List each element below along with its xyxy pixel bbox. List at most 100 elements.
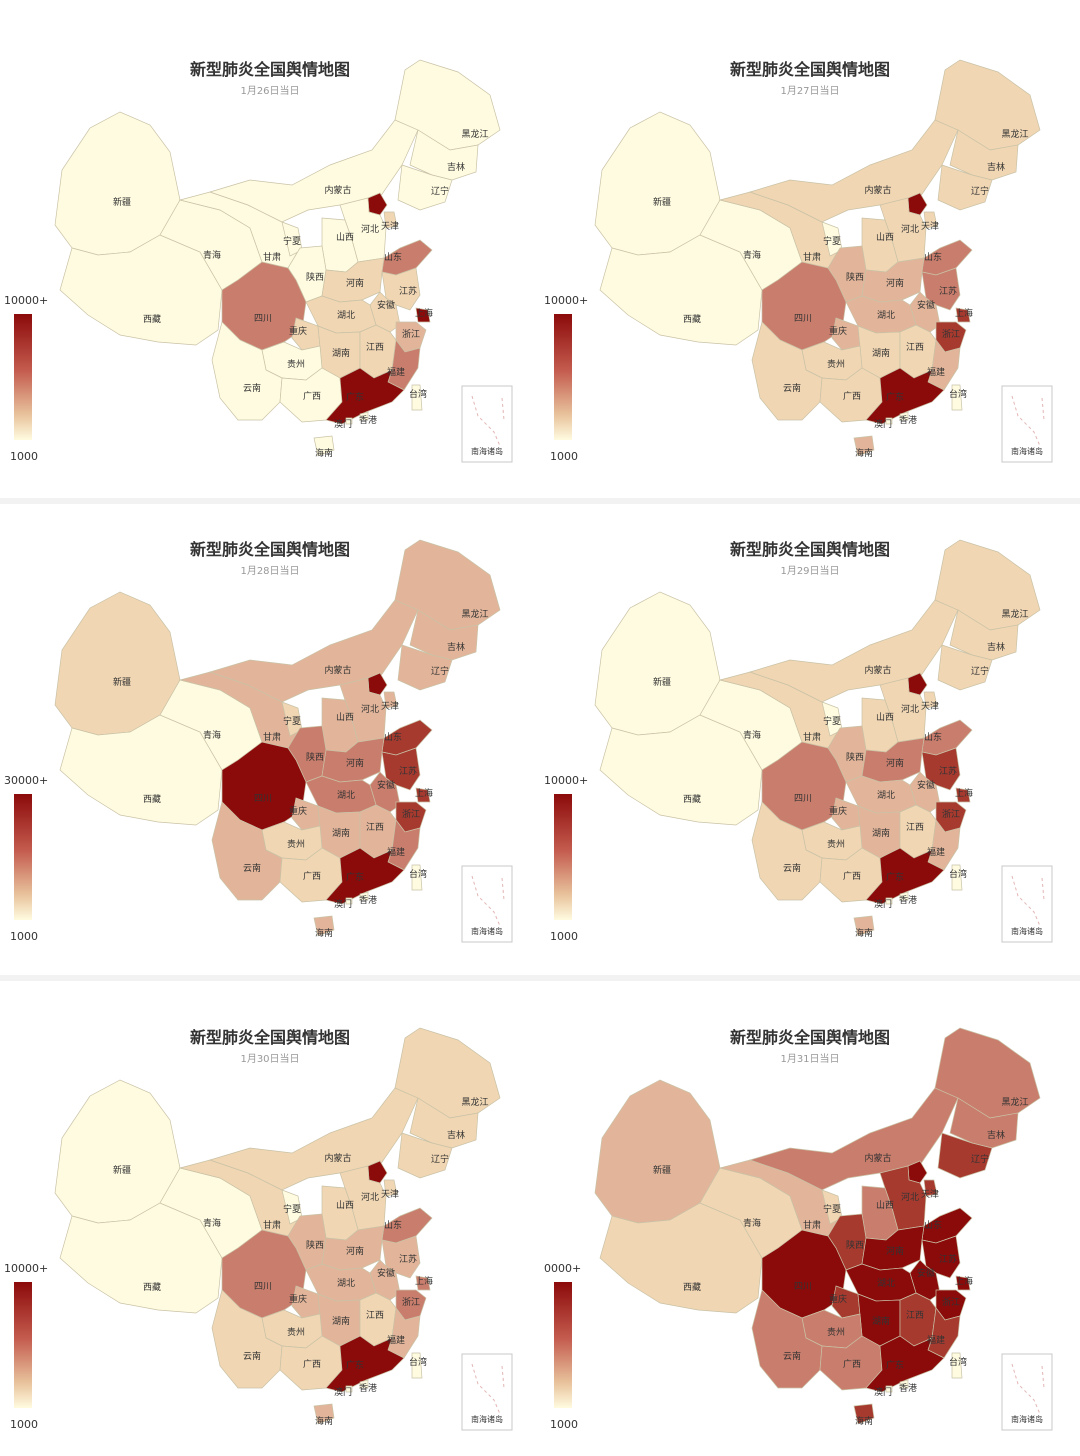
province-广东[interactable] — [325, 367, 405, 425]
province-label: 广东 — [346, 871, 364, 883]
province-西藏[interactable] — [599, 1202, 763, 1314]
province-香港[interactable] — [899, 891, 909, 901]
legend-max-label: 10000+ — [544, 294, 589, 307]
province-上海[interactable] — [415, 787, 431, 803]
province-广东[interactable] — [865, 367, 945, 425]
province-台湾[interactable] — [411, 384, 423, 411]
province-上海[interactable] — [955, 1275, 971, 1291]
province-label: 台湾 — [409, 868, 427, 880]
province-天津[interactable] — [923, 211, 938, 229]
legend-min-label: 1000 — [550, 930, 578, 943]
province-label: 江西 — [906, 342, 924, 353]
province-label: 陕西 — [306, 751, 324, 763]
province-西藏[interactable] — [599, 234, 763, 346]
province-台湾[interactable] — [411, 1352, 423, 1379]
province-海南[interactable] — [853, 915, 875, 937]
province-label: 海南 — [315, 927, 333, 939]
province-label: 广东 — [886, 391, 904, 403]
province-台湾[interactable] — [951, 864, 963, 891]
province-label: 浙江 — [402, 328, 420, 340]
province-label: 西藏 — [683, 793, 701, 805]
province-上海[interactable] — [955, 787, 971, 803]
province-广东[interactable] — [325, 1335, 405, 1393]
legend-color-bar — [14, 314, 32, 440]
province-海南[interactable] — [313, 1403, 335, 1425]
province-上海[interactable] — [415, 1275, 431, 1291]
province-天津[interactable] — [923, 691, 938, 709]
province-澳门[interactable] — [885, 897, 893, 905]
province-label: 甘肃 — [803, 731, 821, 743]
province-上海[interactable] — [955, 307, 971, 323]
province-香港[interactable] — [359, 411, 369, 421]
province-天津[interactable] — [383, 691, 398, 709]
province-内蒙古[interactable] — [208, 88, 419, 223]
province-辽宁[interactable] — [937, 644, 993, 691]
map-title: 新型肺炎全国舆情地图 — [189, 1028, 350, 1047]
province-澳门[interactable] — [345, 417, 353, 425]
province-香港[interactable] — [899, 411, 909, 421]
province-台湾[interactable] — [951, 1352, 963, 1379]
province-广东[interactable] — [865, 847, 945, 905]
province-香港[interactable] — [359, 891, 369, 901]
province-吉林[interactable] — [409, 1097, 479, 1149]
province-label: 福建 — [387, 1334, 405, 1346]
province-香港[interactable] — [899, 1379, 909, 1389]
legend-min-label: 1000 — [10, 930, 38, 943]
province-上海[interactable] — [415, 307, 431, 323]
province-label: 河北 — [901, 703, 919, 715]
province-内蒙古[interactable] — [748, 1056, 959, 1191]
province-西藏[interactable] — [599, 714, 763, 826]
province-内蒙古[interactable] — [748, 88, 959, 223]
province-西藏[interactable] — [59, 714, 223, 826]
province-label: 云南 — [783, 1350, 801, 1362]
province-天津[interactable] — [923, 1179, 938, 1197]
province-label: 甘肃 — [263, 731, 281, 743]
legend-min-label: 1000 — [10, 450, 38, 463]
province-吉林[interactable] — [949, 1097, 1019, 1149]
province-内蒙古[interactable] — [748, 568, 959, 703]
province-澳门[interactable] — [885, 1385, 893, 1393]
province-label: 宁夏 — [283, 1203, 301, 1215]
province-香港[interactable] — [359, 1379, 369, 1389]
province-label: 西藏 — [683, 313, 701, 325]
province-海南[interactable] — [853, 435, 875, 457]
province-吉林[interactable] — [949, 609, 1019, 661]
province-广东[interactable] — [325, 847, 405, 905]
province-label: 天津 — [921, 221, 939, 232]
province-辽宁[interactable] — [937, 164, 993, 211]
province-label: 吉林 — [447, 161, 465, 173]
province-label: 河北 — [361, 1191, 379, 1203]
province-海南[interactable] — [313, 915, 335, 937]
province-辽宁[interactable] — [937, 1132, 993, 1179]
province-label: 山东 — [384, 251, 402, 263]
province-天津[interactable] — [383, 1179, 398, 1197]
province-label: 河南 — [886, 757, 904, 769]
province-吉林[interactable] — [409, 609, 479, 661]
province-辽宁[interactable] — [397, 1132, 453, 1179]
province-澳门[interactable] — [345, 897, 353, 905]
province-label: 广东 — [886, 871, 904, 883]
province-label: 福建 — [927, 366, 945, 378]
province-西藏[interactable] — [59, 1202, 223, 1314]
province-澳门[interactable] — [345, 1385, 353, 1393]
province-台湾[interactable] — [411, 864, 423, 891]
province-吉林[interactable] — [409, 129, 479, 181]
province-label: 云南 — [243, 1350, 261, 1362]
province-澳门[interactable] — [885, 417, 893, 425]
province-label: 澳门 — [874, 898, 892, 910]
province-label: 重庆 — [289, 325, 307, 337]
province-西藏[interactable] — [59, 234, 223, 346]
province-天津[interactable] — [383, 211, 398, 229]
province-内蒙古[interactable] — [208, 568, 419, 703]
province-辽宁[interactable] — [397, 644, 453, 691]
province-吉林[interactable] — [949, 129, 1019, 181]
province-label: 江西 — [906, 822, 924, 833]
map-panel: 新型肺炎全国舆情地图 1月31日当日 新疆 青海 甘肃 宁夏 西藏 内蒙古 黑龙江 吉林 辽宁 河北天… — [540, 1016, 1080, 1456]
province-辽宁[interactable] — [397, 164, 453, 211]
province-台湾[interactable] — [951, 384, 963, 411]
province-label: 贵州 — [827, 358, 845, 370]
province-广东[interactable] — [865, 1335, 945, 1393]
province-内蒙古[interactable] — [208, 1056, 419, 1191]
province-海南[interactable] — [853, 1403, 875, 1425]
province-海南[interactable] — [313, 435, 335, 457]
